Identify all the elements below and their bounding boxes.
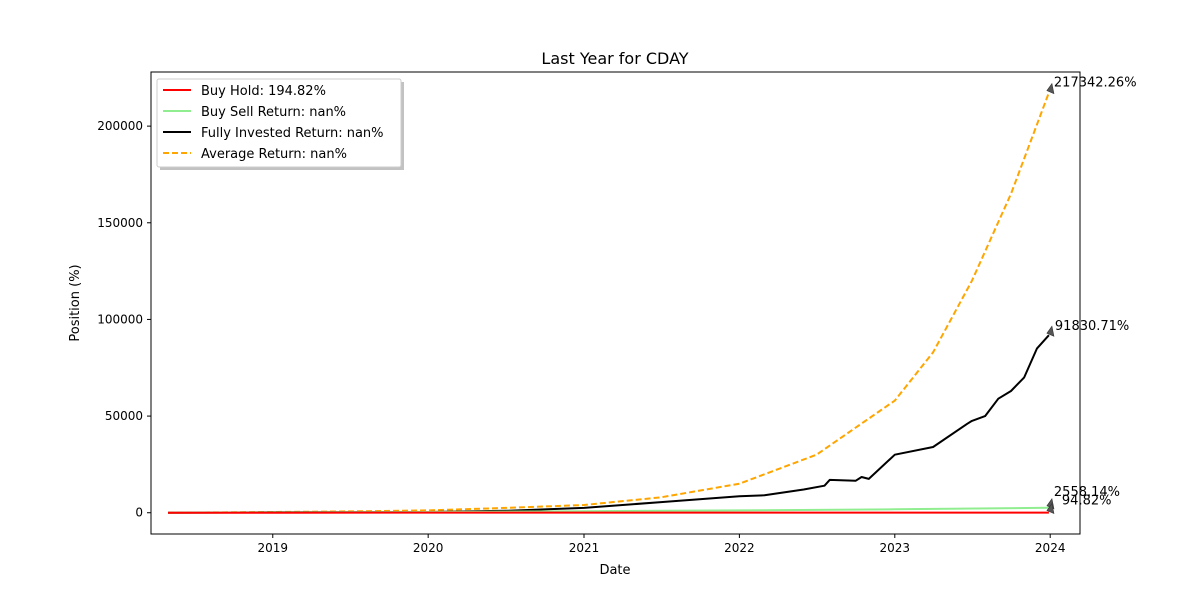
x-axis: 2019 2020 2021 2022 2023 2024 [257,534,1065,555]
x-tick-label: 2023 [880,541,911,555]
y-axis-label: Position (%) [68,264,83,341]
average-return-end-label: 217342.26% [1054,76,1137,91]
x-tick-label: 2020 [413,541,444,555]
legend-label: Average Return: nan% [201,147,347,162]
x-tick-label: 2019 [257,541,288,555]
y-tick-label: 0 [135,506,143,520]
plot-frame [150,71,1081,535]
y-tick-label: 200000 [97,119,143,133]
fully-invested-return-end-marker [1046,325,1055,337]
plot-series [167,92,1050,514]
legend: Buy Hold: 194.82% Buy Sell Return: nan% Fu… [156,78,404,170]
legend-label: Buy Sell Return: nan% [201,105,346,120]
fully-invested-return-end-label: 91830.71% [1055,319,1129,334]
fully-invested-return-line [167,334,1050,514]
chart-title: Last Year for CDAY [541,49,688,68]
y-tick-label: 100000 [97,312,143,326]
y-tick-label: 150000 [97,216,143,230]
legend-label: Fully Invested Return: nan% [201,126,384,141]
x-tick-label: 2021 [569,541,600,555]
legend-box [156,78,402,168]
x-tick-label: 2022 [724,541,755,555]
average-return-end-marker [1046,82,1055,95]
legend-label: Buy Hold: 194.82% [201,84,326,99]
end-labels: 217342.26% 91830.71% 2558.14%94.82% [1046,76,1137,515]
buy-hold-end-label: 94.82% [1062,494,1112,509]
x-tick-label: 2024 [1035,541,1066,555]
buy-hold-end-marker [1046,502,1055,515]
y-tick-label: 50000 [105,409,143,423]
x-axis-label: Date [599,563,630,578]
y-axis: 0 50000 100000 150000 200000 [97,119,151,520]
buy-sell-return-end-label: 2558.14% [1054,485,1120,500]
